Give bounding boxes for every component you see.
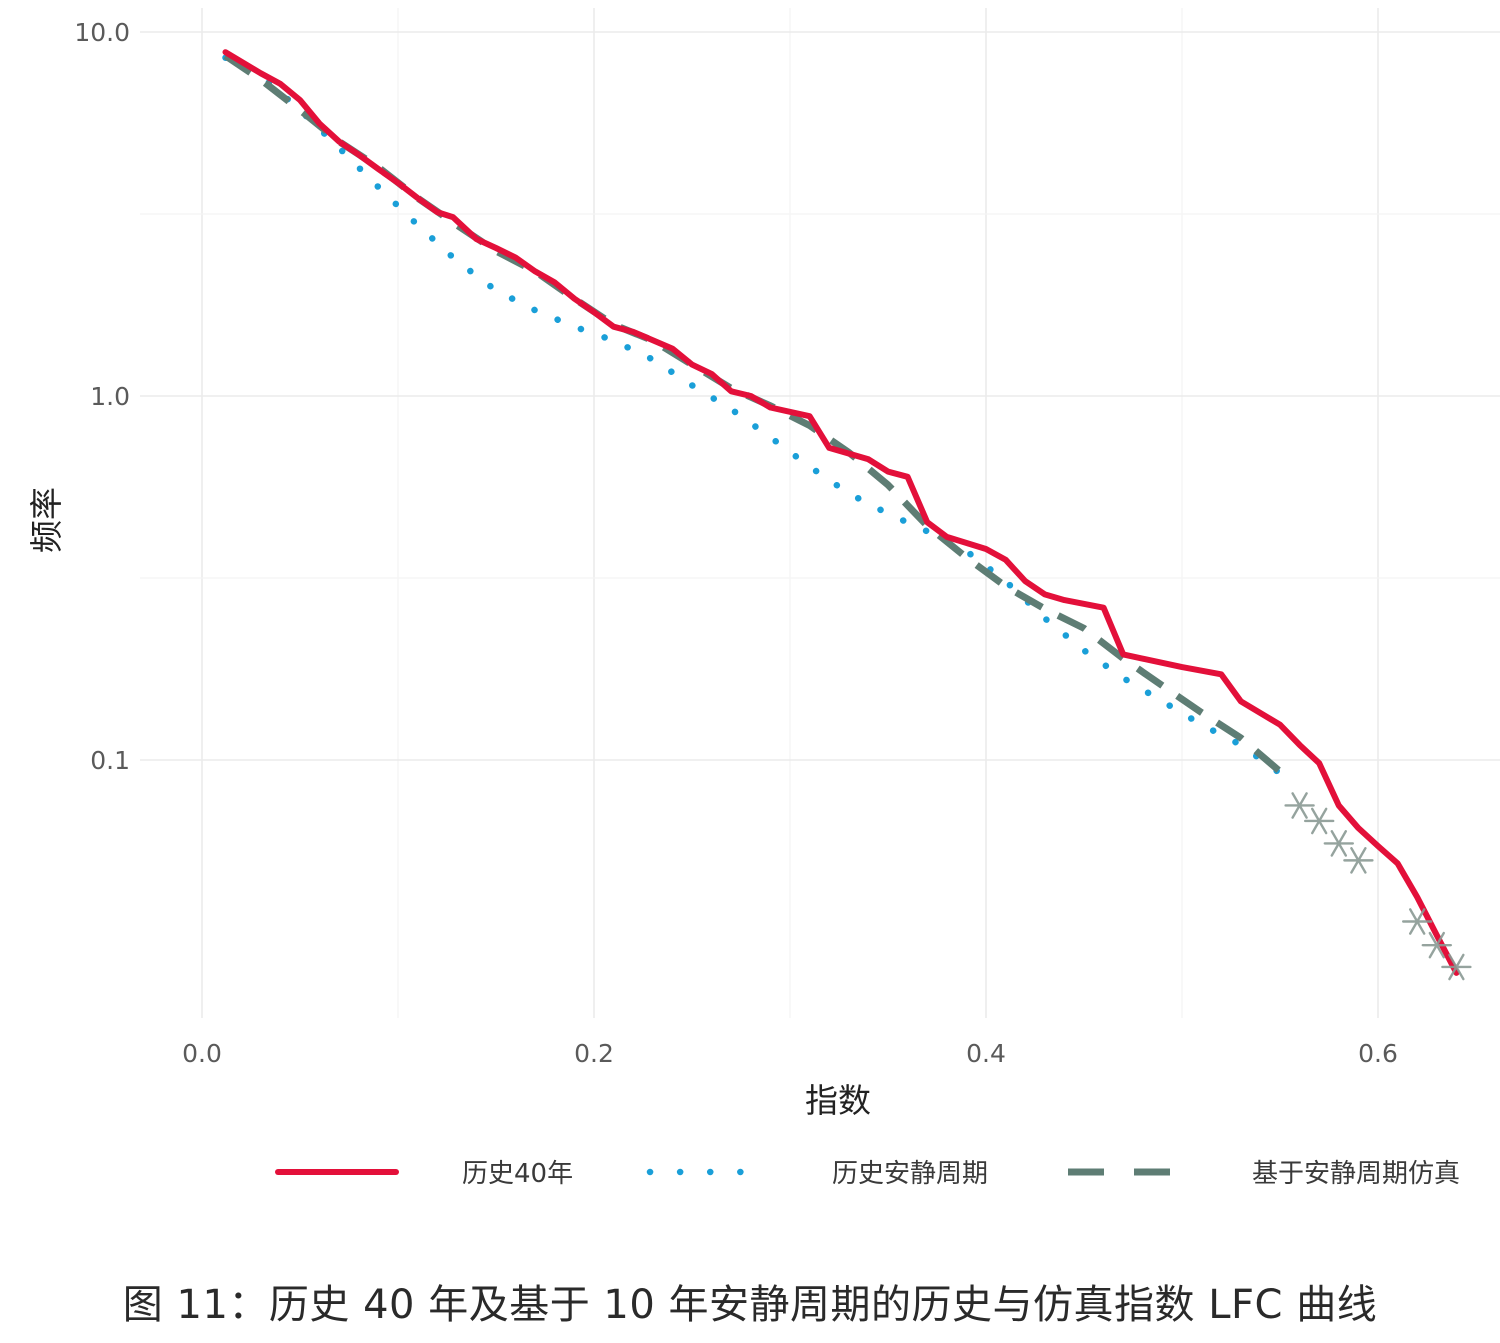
x-tick-label: 0.4: [966, 1039, 1006, 1068]
figure-caption: 图 11：历史 40 年及基于 10 年安静周期的历史与仿真指数 LFC 曲线: [122, 1282, 1378, 1328]
legend-item-2: 历史安静周期: [646, 1159, 988, 1189]
legend-label: 历史安静周期: [832, 1159, 988, 1189]
y-axis-title: 频率: [27, 487, 66, 553]
asterisk-marker: [1441, 953, 1472, 981]
asterisk-marker: [1303, 807, 1335, 835]
x-tick-label: 0.6: [1358, 1039, 1398, 1068]
series-line-3: [223, 52, 1283, 775]
series-line-2: [222, 54, 1284, 777]
x-tick-label: 0.2: [574, 1039, 614, 1068]
x-axis-ticks: 0.0 0.2 0.4 0.6: [182, 1039, 1398, 1068]
legend-item-1: 历史40年: [275, 1159, 573, 1189]
y-tick-label: 1.0: [90, 382, 130, 411]
y-tick-label: 0.1: [90, 746, 130, 775]
legend-label: 历史40年: [462, 1159, 573, 1189]
marker-layer: [1284, 792, 1472, 981]
legend: 历史40年 历史安静周期 基于安静周期仿真: [275, 1159, 1460, 1189]
x-tick-label: 0.0: [182, 1039, 222, 1068]
series-layer: [222, 49, 1460, 976]
x-axis-title: 指数: [805, 1081, 871, 1120]
asterisk-marker: [1421, 931, 1453, 959]
grid-lines: [140, 8, 1500, 1018]
series-line-1: [222, 49, 1460, 976]
legend-label: 基于安静周期仿真: [1252, 1159, 1460, 1189]
asterisk-marker: [1284, 792, 1315, 819]
y-axis-ticks: 10.0 1.0 0.1: [74, 18, 130, 775]
asterisk-marker: [1323, 830, 1355, 857]
legend-item-3: 基于安静周期仿真: [1068, 1159, 1460, 1189]
asterisk-marker: [1401, 908, 1433, 935]
y-tick-label: 10.0: [74, 18, 130, 47]
asterisk-marker: [1343, 847, 1374, 874]
